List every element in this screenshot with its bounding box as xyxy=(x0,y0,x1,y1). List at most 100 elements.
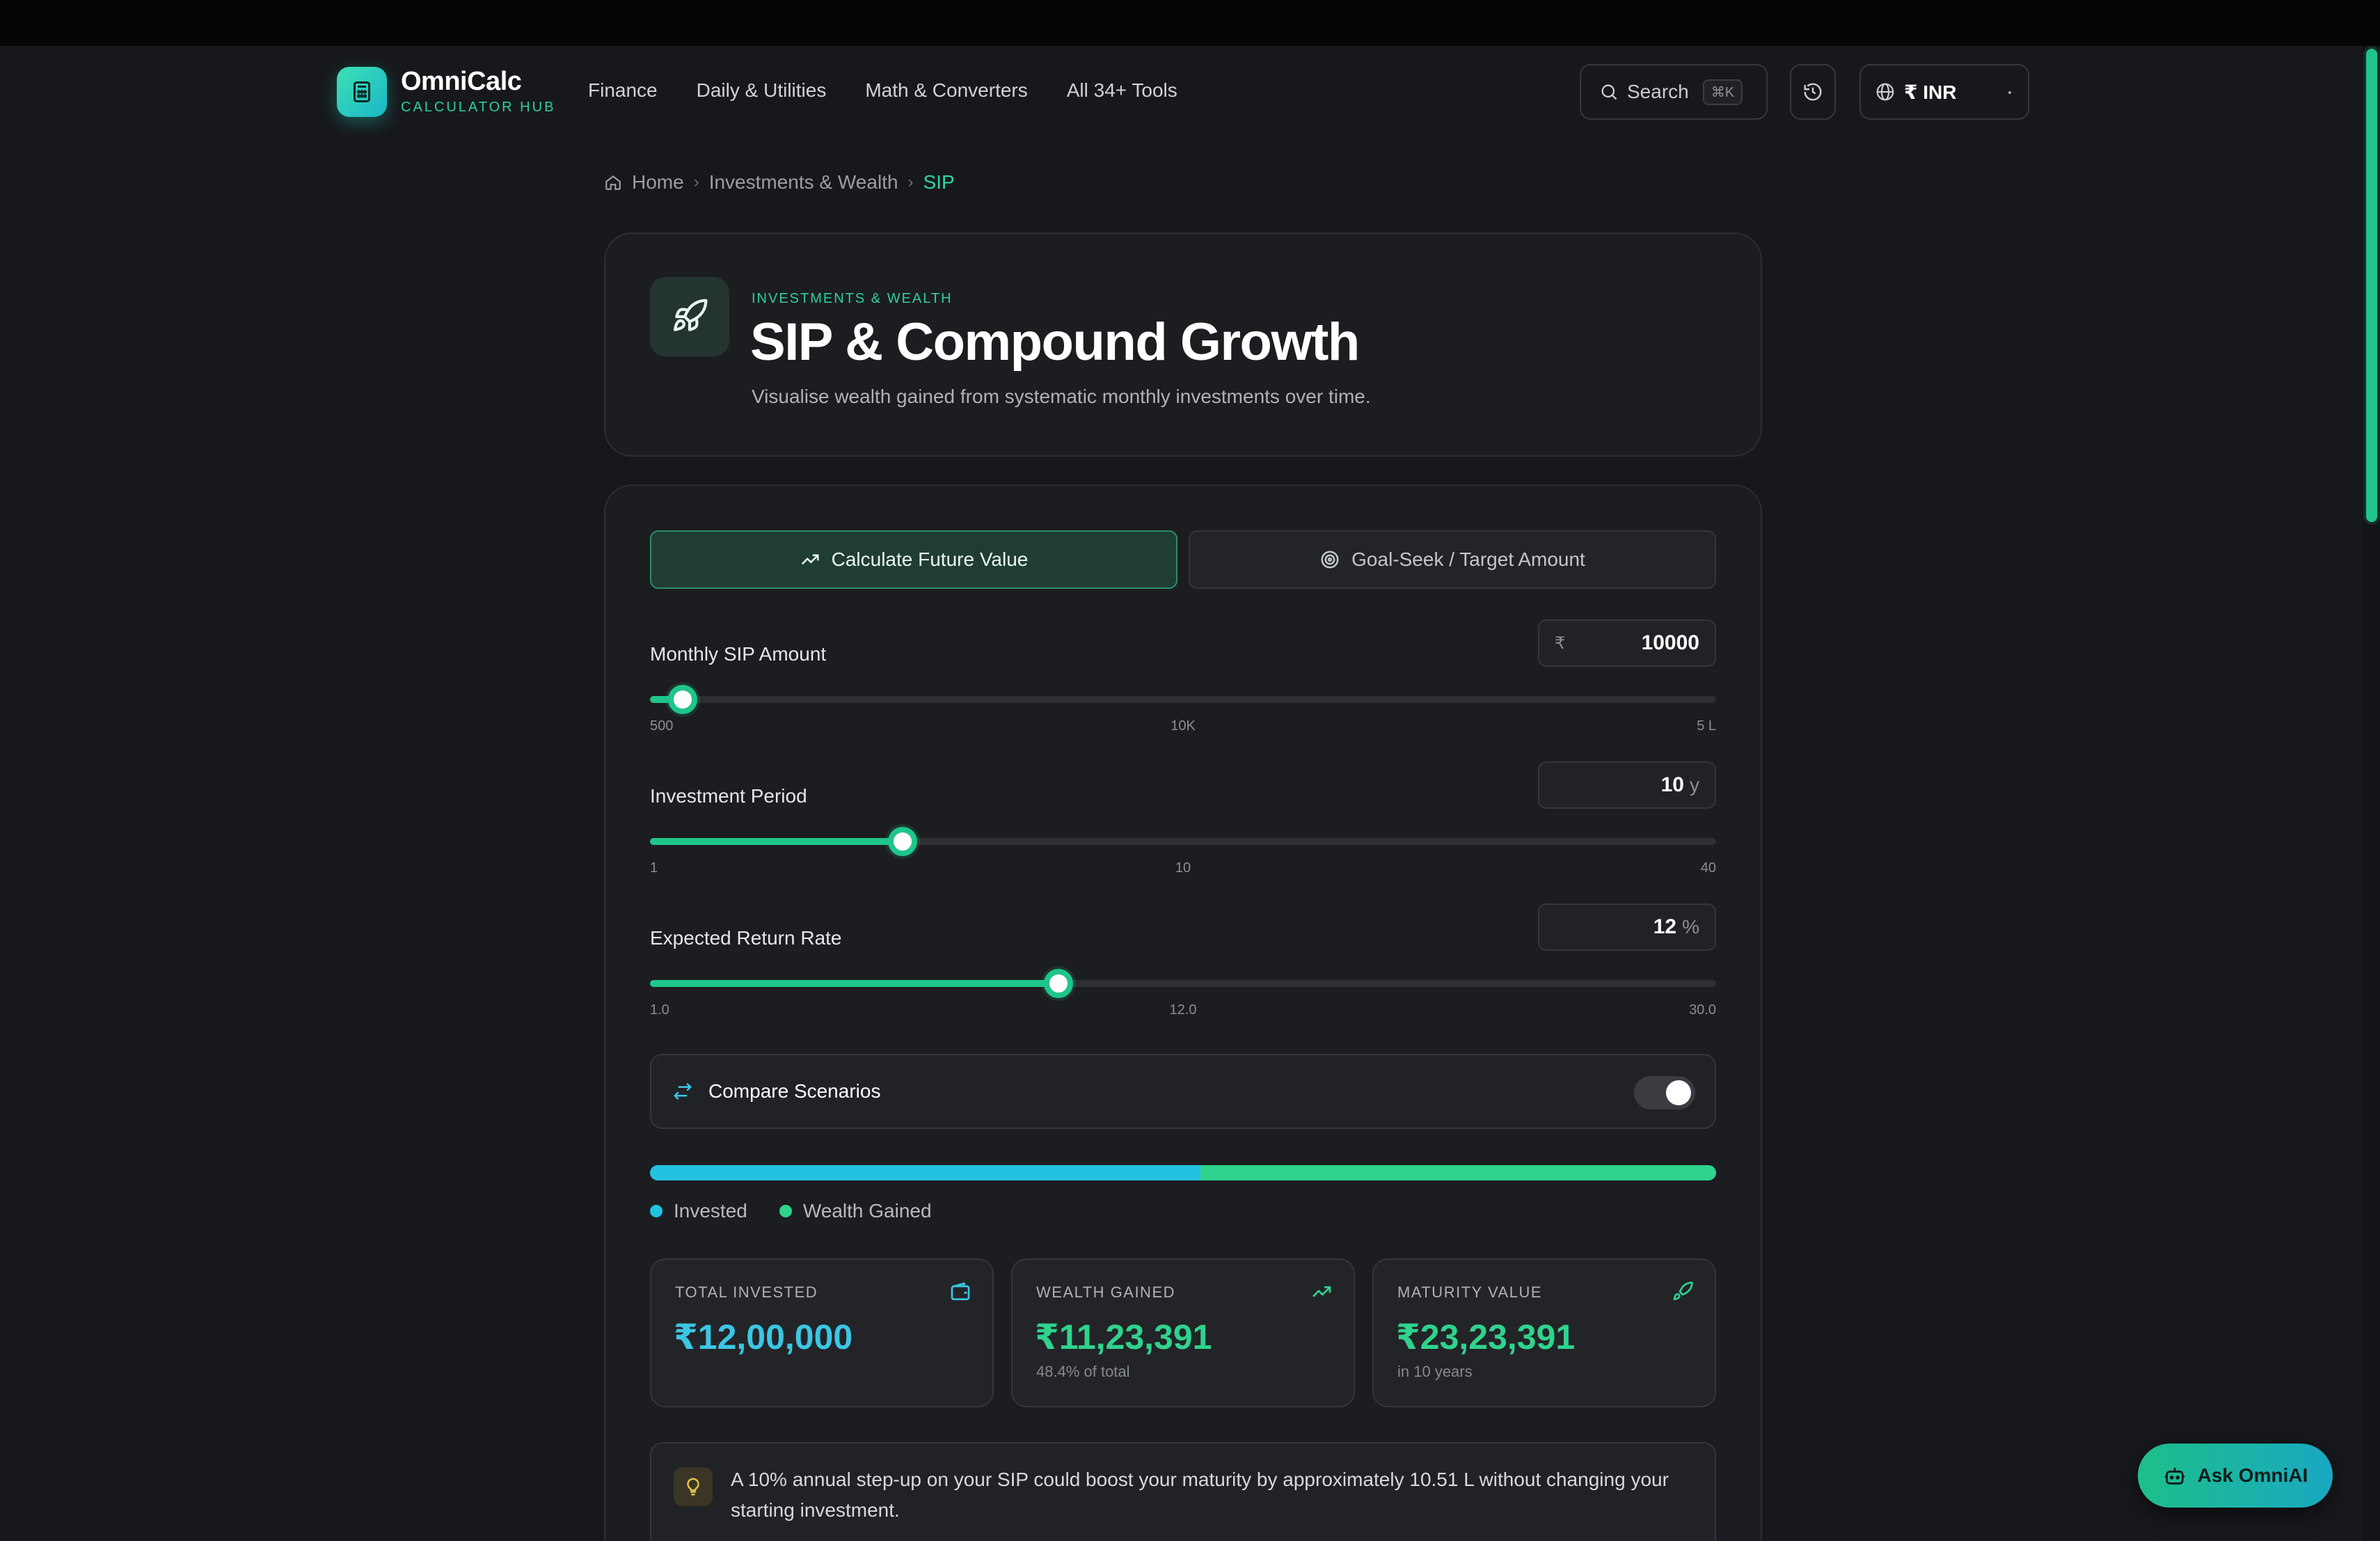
breadcrumb-current: SIP xyxy=(923,171,955,193)
maturity-value-card: MATURITY VALUE ₹23,23,391 in 10 years xyxy=(1372,1258,1716,1407)
stat-note: 48.4% of total xyxy=(1036,1363,1130,1380)
tick-mid: 10K xyxy=(1171,718,1196,734)
tab-label: Calculate Future Value xyxy=(831,548,1029,570)
stat-value: ₹11,23,391 xyxy=(1035,1318,1212,1357)
search-label: Search xyxy=(1627,81,1689,102)
search-shortcut: ⌘K xyxy=(1702,79,1743,105)
tick-mid: 10 xyxy=(1175,860,1191,876)
lightbulb-icon xyxy=(674,1467,713,1506)
gained-swatch xyxy=(779,1205,792,1217)
input-unit: % xyxy=(1682,916,1699,938)
tab-calculate-future-value[interactable]: Calculate Future Value xyxy=(650,530,1177,589)
tip-text: A 10% annual step-up on your SIP could b… xyxy=(731,1469,1669,1521)
invested-segment xyxy=(650,1165,1200,1180)
compare-toggle[interactable] xyxy=(1634,1076,1695,1109)
trending-up-icon xyxy=(1310,1281,1333,1306)
robot-icon xyxy=(2164,1467,2184,1485)
legend-label: Wealth Gained xyxy=(802,1200,932,1222)
breadcrumb-home[interactable]: Home xyxy=(632,171,684,193)
period-slider[interactable] xyxy=(650,827,1716,856)
split-legend: Invested Wealth Gained xyxy=(650,1200,932,1222)
history-button[interactable] xyxy=(1790,64,1836,120)
hero-category: INVESTMENTS & WEALTH xyxy=(752,291,953,306)
wallet-icon xyxy=(949,1281,971,1306)
ask-label: Ask OmniAI xyxy=(2197,1464,2308,1486)
currency-select[interactable]: ₹ INR xyxy=(1859,64,2029,120)
nav-all-tools[interactable]: All 34+ Tools xyxy=(1066,79,1177,101)
breadcrumb: Home › Investments & Wealth › SIP xyxy=(604,171,955,193)
input-value: 10 xyxy=(1660,773,1684,796)
tick-max: 40 xyxy=(1700,860,1716,876)
search-icon xyxy=(1601,84,1617,100)
rate-slider[interactable] xyxy=(650,969,1716,998)
chevron-right-icon: › xyxy=(907,173,914,191)
toggle-knob xyxy=(1666,1080,1691,1105)
nav-math-converters[interactable]: Math & Converters xyxy=(865,79,1028,101)
nav-daily-utilities[interactable]: Daily & Utilities xyxy=(696,79,827,101)
ask-omniai-button[interactable]: Ask OmniAI xyxy=(2138,1444,2333,1508)
slider-fill xyxy=(650,980,1058,987)
field-label: Investment Period xyxy=(650,785,807,807)
chevron-right-icon: › xyxy=(693,173,699,191)
scrollbar-thumb[interactable] xyxy=(2366,49,2377,522)
search-button[interactable]: Search ⌘K xyxy=(1580,64,1768,120)
legend-label: Invested xyxy=(674,1200,747,1222)
site-header: OmniCalc CALCULATOR HUB Finance Daily & … xyxy=(0,46,2362,138)
slider-handle[interactable] xyxy=(1043,969,1073,998)
stat-label: WEALTH GAINED xyxy=(1036,1283,1176,1301)
tick-min: 1 xyxy=(650,860,658,876)
slider-handle[interactable] xyxy=(668,685,698,714)
main-nav: Finance Daily & Utilities Math & Convert… xyxy=(588,79,1177,102)
tab-label: Goal-Seek / Target Amount xyxy=(1351,548,1585,570)
field-label: Expected Return Rate xyxy=(650,927,842,949)
nav-finance[interactable]: Finance xyxy=(588,79,658,101)
input-unit: y xyxy=(1690,774,1699,796)
total-invested-card: TOTAL INVESTED ₹12,00,000 xyxy=(650,1258,994,1407)
rate-input[interactable]: 12 % xyxy=(1538,903,1716,951)
stat-label: MATURITY VALUE xyxy=(1397,1283,1543,1301)
breadcrumb-section[interactable]: Investments & Wealth xyxy=(708,171,898,193)
page-description: Visualise wealth gained from systematic … xyxy=(752,386,1371,407)
currency-label: ₹ INR xyxy=(1904,81,1957,103)
page-scrollbar[interactable] xyxy=(2362,46,2380,1541)
calculator-logo-icon[interactable] xyxy=(337,67,387,117)
sip-slider[interactable] xyxy=(650,685,1716,714)
target-icon xyxy=(1321,551,1339,569)
rupee-prefix: ₹ xyxy=(1555,634,1566,653)
wealth-gained-card: WEALTH GAINED ₹11,23,391 48.4% of total xyxy=(1011,1258,1355,1407)
slider-fill xyxy=(650,838,903,845)
legend-gained: Wealth Gained xyxy=(779,1200,932,1222)
slider-fill xyxy=(650,696,683,703)
compare-scenarios-row[interactable]: Compare Scenarios xyxy=(650,1054,1716,1129)
rocket-icon xyxy=(1672,1281,1694,1306)
swap-arrows-icon xyxy=(673,1082,692,1100)
legend-invested: Invested xyxy=(650,1200,747,1222)
calculator-card: Calculate Future Value Goal-Seek / Targe… xyxy=(604,484,1762,1541)
history-icon xyxy=(1804,83,1822,101)
trending-up-icon xyxy=(801,554,819,565)
field-label: Monthly SIP Amount xyxy=(650,643,827,665)
mode-tabs: Calculate Future Value Goal-Seek / Targe… xyxy=(650,530,1716,589)
globe-icon xyxy=(1876,83,1894,101)
brand-name: OmniCalc xyxy=(401,67,522,96)
invested-vs-gained-bar xyxy=(650,1165,1716,1180)
home-icon xyxy=(605,175,621,190)
tick-max: 30.0 xyxy=(1689,1002,1716,1018)
brand[interactable]: OmniCalc CALCULATOR HUB xyxy=(401,67,555,116)
sip-amount-input[interactable]: ₹ 10000 xyxy=(1538,619,1716,667)
page-title: SIP & Compound Growth xyxy=(750,313,1360,372)
tick-mid: 12.0 xyxy=(1169,1002,1197,1018)
dropdown-indicator-icon xyxy=(2008,91,2011,94)
tick-max: 5 L xyxy=(1697,718,1716,734)
tab-goal-seek[interactable]: Goal-Seek / Target Amount xyxy=(1189,530,1716,589)
stat-label: TOTAL INVESTED xyxy=(675,1283,818,1301)
gained-segment xyxy=(1200,1165,1716,1180)
period-input[interactable]: 10 y xyxy=(1538,761,1716,809)
insight-tip: A 10% annual step-up on your SIP could b… xyxy=(650,1442,1716,1541)
slider-handle[interactable] xyxy=(888,827,918,856)
window-top-bar xyxy=(0,0,2380,46)
stat-note: in 10 years xyxy=(1397,1363,1473,1380)
stat-value: ₹12,00,000 xyxy=(674,1318,853,1357)
input-value: 10000 xyxy=(1641,631,1699,654)
invested-swatch xyxy=(650,1205,663,1217)
